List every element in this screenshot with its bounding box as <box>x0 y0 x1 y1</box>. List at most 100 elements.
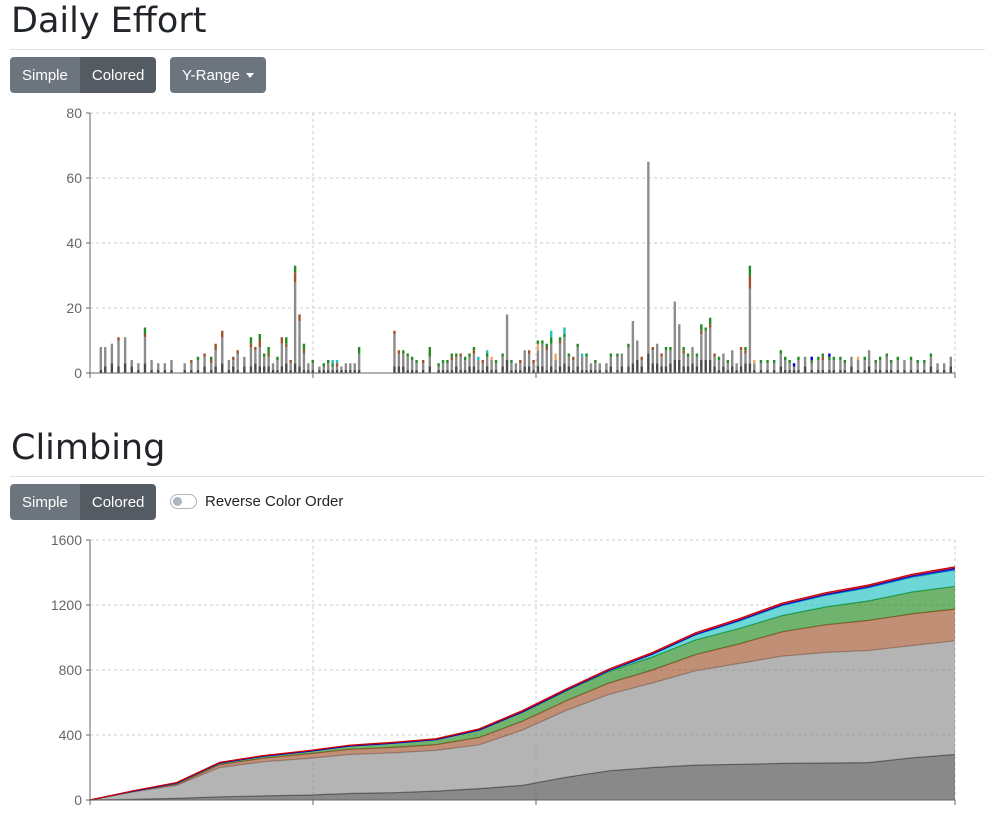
bar-segment <box>232 356 235 360</box>
bar-segment <box>227 369 231 373</box>
bar-segment <box>428 356 431 367</box>
bar-segment <box>640 360 643 367</box>
bar-segment <box>258 366 261 373</box>
bar-segment <box>784 360 787 370</box>
bar-segment <box>609 366 613 373</box>
climbing-colored-button[interactable]: Colored <box>79 484 157 520</box>
bar-segment <box>331 360 334 364</box>
bar-segment <box>293 265 297 273</box>
bar-segment <box>276 356 279 360</box>
bar-segment <box>828 353 831 357</box>
bar-segment <box>759 369 763 373</box>
bar-segment <box>214 350 217 367</box>
bar-segment <box>682 350 685 354</box>
bar-segment <box>450 369 454 373</box>
bar-segment <box>536 366 540 373</box>
bar-segment <box>298 321 301 367</box>
bar-segment <box>717 356 721 360</box>
bar-segment <box>739 366 743 373</box>
bar-segment <box>428 347 431 357</box>
bar-segment <box>810 369 813 373</box>
bar-segment <box>254 363 257 373</box>
bar-segment <box>455 353 458 357</box>
bar-segment <box>481 369 484 373</box>
bar-segment <box>203 353 206 357</box>
bar-segment <box>335 369 339 373</box>
bar-segment <box>532 369 535 373</box>
bar-segment <box>505 314 509 360</box>
bar-segment <box>157 369 160 373</box>
bar-segment <box>828 360 831 370</box>
bar-segment <box>739 350 743 367</box>
bar-segment <box>929 366 933 373</box>
bar-segment <box>916 363 919 370</box>
bar-segment <box>501 366 504 373</box>
climbing-simple-button[interactable]: Simple <box>10 484 80 520</box>
toggle-switch-icon <box>173 497 182 506</box>
bar-segment <box>554 360 557 370</box>
reverse-color-order-toggle[interactable] <box>170 494 197 509</box>
bar-segment <box>285 343 288 347</box>
daily-effort-colored-button[interactable]: Colored <box>79 57 157 93</box>
bar-segment <box>874 360 877 364</box>
bar-segment <box>843 363 847 370</box>
bar-segment <box>856 360 860 370</box>
bar-segment <box>123 363 127 373</box>
bar-segment <box>446 360 449 364</box>
bar-segment <box>421 363 425 370</box>
daily-effort-simple-button[interactable]: Simple <box>10 57 80 93</box>
bar-segment <box>536 343 540 351</box>
bar-segment <box>541 340 544 344</box>
bar-segment <box>190 360 193 364</box>
caret-down-icon <box>245 72 254 78</box>
bar-segment <box>839 360 842 370</box>
bar-segment <box>455 366 458 373</box>
bar-segment <box>249 343 253 347</box>
bar-segment <box>276 369 279 373</box>
bar-segment <box>572 360 575 370</box>
bar-segment <box>651 363 654 373</box>
bar-segment <box>214 343 217 351</box>
bar-segment <box>327 363 330 370</box>
bar-segment <box>682 353 685 367</box>
bar-segment <box>717 360 721 370</box>
bar-segment <box>254 350 257 364</box>
bar-segment <box>311 369 314 373</box>
bar-segment <box>949 366 952 373</box>
bar-segment <box>510 369 513 373</box>
area-band-green <box>90 586 955 800</box>
bar-segment <box>748 265 752 276</box>
axes: 0 20 40 60 80 <box>66 105 956 381</box>
bar-segment <box>510 363 513 370</box>
bar-segment <box>572 356 575 360</box>
bar-segment <box>285 347 288 364</box>
bar-segment <box>598 369 601 373</box>
bar-segment <box>545 350 548 370</box>
bar-segment <box>494 363 498 370</box>
bar-segment <box>843 360 847 364</box>
bar-segment <box>463 360 467 370</box>
bar-segment <box>589 363 593 370</box>
y-range-button[interactable]: Y-Range <box>170 57 266 93</box>
bar-segment <box>609 356 613 367</box>
bar-segment <box>349 369 352 373</box>
bar-segment <box>744 363 747 373</box>
bar-segment <box>909 360 913 370</box>
bar-segment <box>143 337 147 364</box>
bar-segment <box>170 369 173 373</box>
bar-segment <box>916 369 919 373</box>
bar-segment <box>792 369 796 373</box>
bar-segment <box>863 369 866 373</box>
bar-segment <box>735 369 738 373</box>
bar-segment <box>415 360 418 364</box>
bar-segment <box>485 353 489 357</box>
bar-segment <box>903 369 906 373</box>
bar-segment <box>340 366 343 370</box>
bar-segment <box>942 363 946 370</box>
bar-segment <box>784 356 787 360</box>
bar-segment <box>280 337 284 344</box>
y-tick-label: 80 <box>66 105 82 121</box>
bar-segment <box>249 347 253 367</box>
bar-segment <box>421 360 425 364</box>
bar-segment <box>468 353 471 357</box>
